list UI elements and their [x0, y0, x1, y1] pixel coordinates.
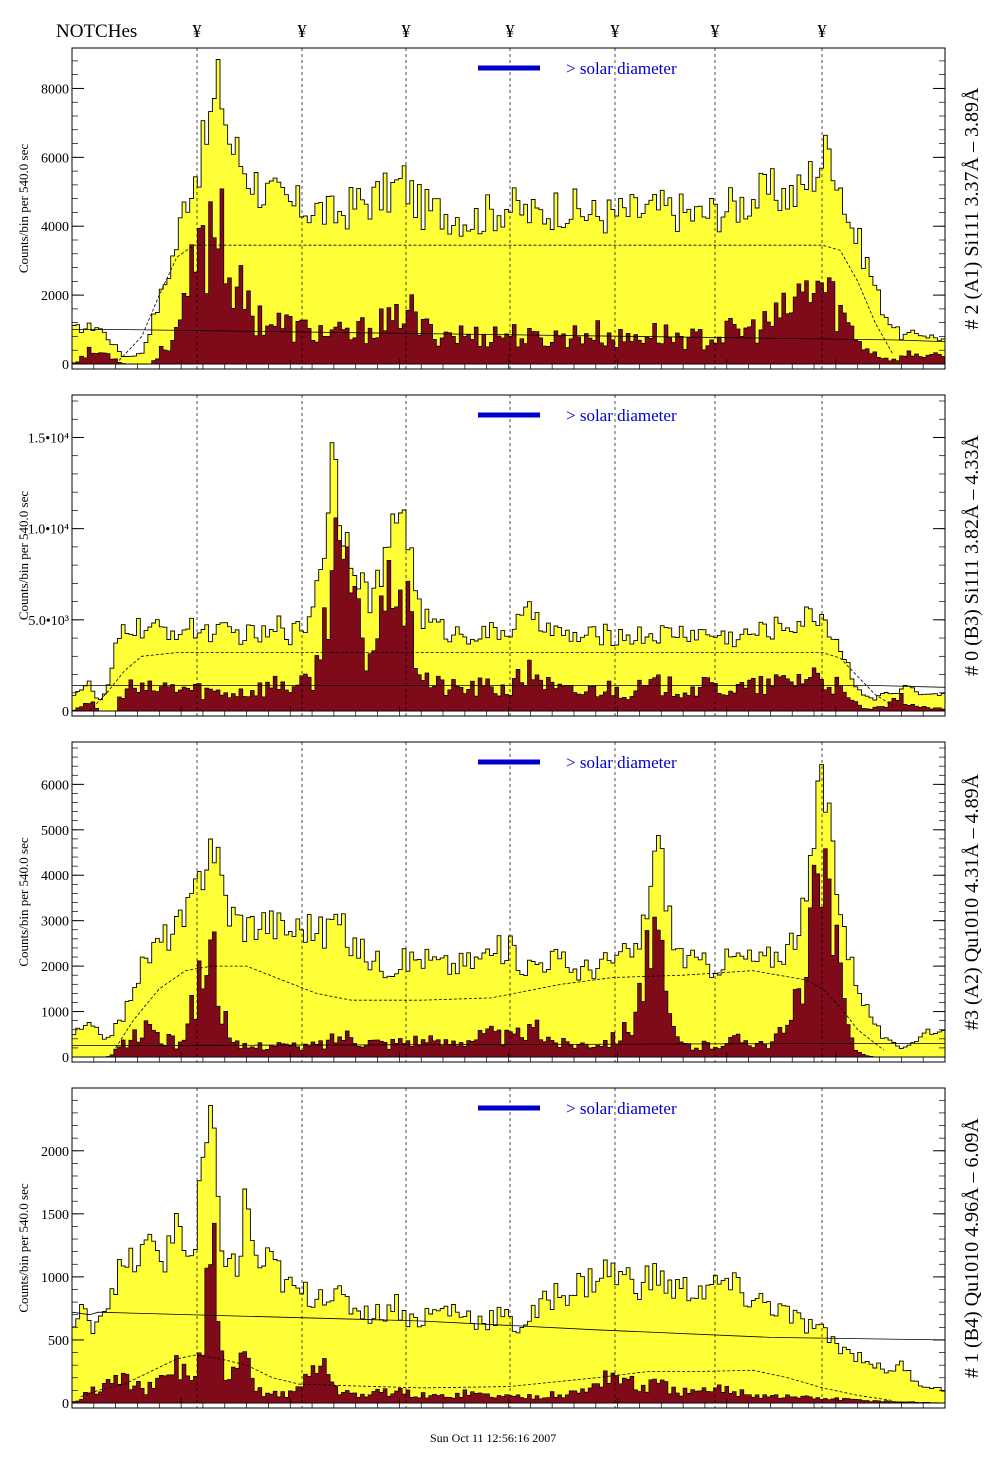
- y-tick-label: 6000: [41, 778, 69, 793]
- panel-title: # 0 (B3) Si111 3.82Å – 4.33Å: [961, 435, 983, 676]
- spectrum-area: [71, 59, 946, 365]
- continuum-line: [71, 1311, 946, 1341]
- chart-panels: 0 2000 4000 6000 8000 Counts/bin per 540.0 se…: [16, 47, 983, 1412]
- panel-A2: 0 1000 2000 3000 4000 5000 6000 Counts/bin per …: [16, 741, 983, 1066]
- panel-A1: 0 2000 4000 6000 8000 Counts/bin per 540.0 se…: [16, 47, 983, 373]
- spectrum-area: [71, 764, 946, 1058]
- y-tick-label: 3000: [41, 915, 69, 930]
- y-tick-label: 4000: [41, 220, 69, 235]
- legend-label: > solar diameter: [566, 1099, 677, 1118]
- continuum-line: [72, 685, 946, 688]
- y-tick-label: 0: [62, 1397, 69, 1412]
- background-area: [71, 517, 946, 712]
- notches-label: NOTCHes: [56, 21, 137, 42]
- y-tick-label: 1000: [41, 1271, 69, 1286]
- legend-label: > solar diameter: [566, 59, 677, 78]
- y-tick-label: 5.0•10³: [28, 614, 69, 629]
- y-axis-label: Counts/bin per 540.0 sec: [16, 837, 31, 966]
- notch-marker-5: ¥: [611, 21, 620, 41]
- panel-title: #3 (A2) Qu1010 4.31Å – 4.89Å: [961, 773, 983, 1030]
- panel-B3: 0 5.0•10³ 1.0•10⁴ 1.5•10⁴ Counts/bin per 540…: [16, 394, 983, 720]
- y-tick-label: 2000: [41, 1145, 69, 1160]
- background-area: [71, 1222, 945, 1404]
- legend-label: > solar diameter: [566, 753, 677, 772]
- model-curve: [115, 965, 885, 1051]
- notch-marker-7: ¥: [818, 21, 827, 41]
- background-area: [72, 848, 945, 1058]
- notch-marker-3: ¥: [402, 21, 411, 41]
- y-tick-label: 0: [62, 705, 69, 720]
- panel-B4: 0 500 1000 1500 2000 Counts/bin per 540.0 sec…: [16, 1087, 983, 1412]
- y-tick-label: 8000: [41, 82, 69, 97]
- continuum-line: [72, 329, 946, 342]
- y-tick-label: 2000: [41, 289, 69, 304]
- y-tick-label: 1500: [41, 1208, 69, 1223]
- y-tick-label: 1.5•10⁴: [28, 431, 69, 446]
- panel-title: # 2 (A1) Si111 3.37Å – 3.89Å: [961, 87, 983, 329]
- y-tick-label: 500: [48, 1334, 69, 1349]
- y-axis-label: Counts/bin per 540.0 sec: [16, 144, 31, 273]
- y-axis-label: Counts/bin per 540.0 sec: [16, 491, 31, 620]
- y-tick-label: 5000: [41, 824, 69, 839]
- notch-marker-4: ¥: [506, 21, 515, 41]
- model-curve: [80, 1354, 893, 1401]
- y-tick-label: 1.0•10⁴: [28, 523, 69, 538]
- y-tick-label: 6000: [41, 151, 69, 166]
- notch-marker-2: ¥: [298, 21, 307, 41]
- legend-label: > solar diameter: [566, 406, 677, 425]
- y-axis-label: Counts/bin per 540.0 sec: [16, 1183, 31, 1312]
- notch-markers: ¥ ¥ ¥ ¥ ¥ ¥ ¥: [193, 21, 827, 41]
- y-tick-label: 4000: [41, 869, 69, 884]
- y-tick-label: 1000: [41, 1006, 69, 1021]
- y-tick-label: 2000: [41, 960, 69, 975]
- spectrum-area: [71, 442, 946, 712]
- spectrum-area: [71, 1104, 946, 1404]
- notch-marker-6: ¥: [711, 21, 720, 41]
- panel-title: # 1 (B4) Qu1010 4.96Å – 6.09Å: [961, 1117, 983, 1378]
- continuum-line: [72, 1043, 945, 1046]
- y-tick-label: 0: [62, 358, 69, 373]
- model-curve: [115, 244, 893, 365]
- y-tick-label: 0: [62, 1051, 69, 1066]
- notch-marker-1: ¥: [193, 21, 202, 41]
- footer-timestamp: Sun Oct 11 12:56:16 2007: [430, 1431, 556, 1445]
- background-area: [71, 188, 946, 365]
